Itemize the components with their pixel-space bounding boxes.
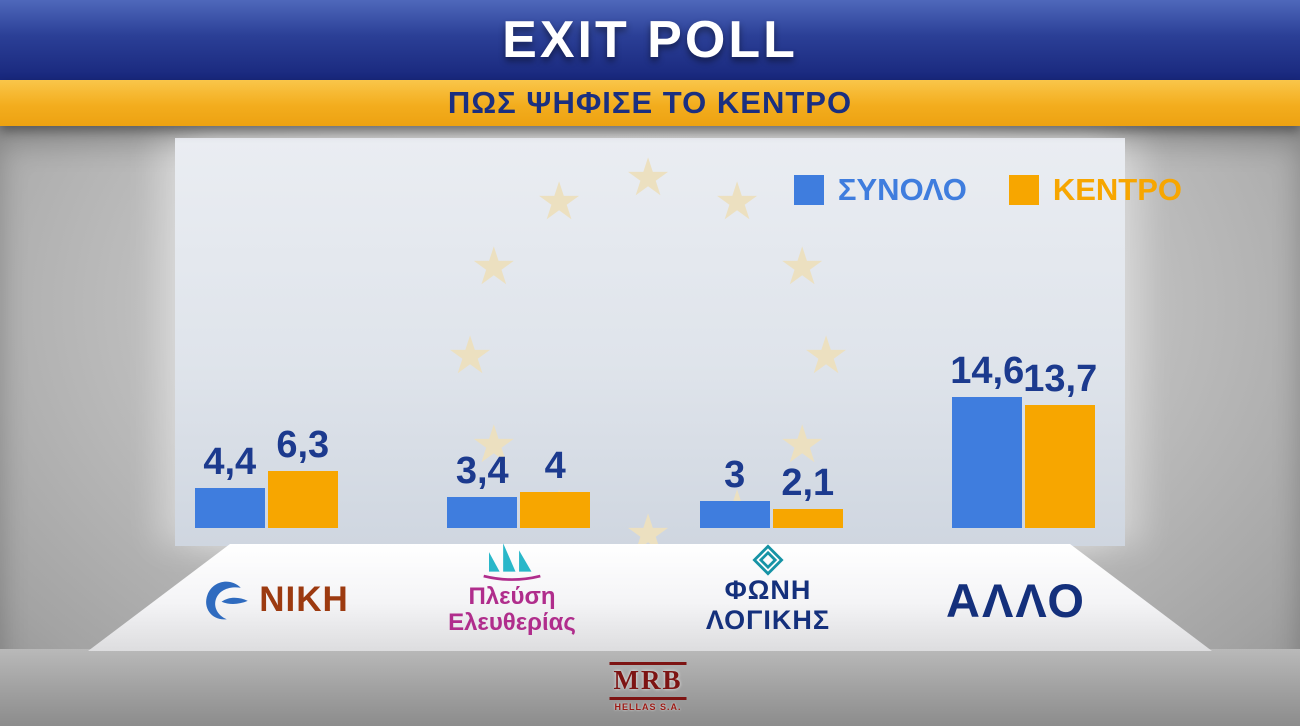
party-plefsi-eleftherias: Πλεύση Ελευθερίας <box>412 538 612 636</box>
bar-ΚΕΝΤΡΟ-ΦΩΝΗ ΛΟΓΙΚΗΣ <box>772 509 843 528</box>
bar-wrap: 6,3 <box>267 424 338 528</box>
bar-ΣΥΝΟΛΟ-ΑΛΛΟ <box>952 396 1023 528</box>
bar-value-label: 2,1 <box>781 462 835 505</box>
mrb-hellas-logo: MRB HELLAS S.A. <box>609 662 687 712</box>
studio-floor <box>0 649 1300 726</box>
party-label-phoni-line1: ΦΩΝΗ <box>724 575 812 605</box>
header-banner: EXIT POLL <box>0 0 1300 80</box>
bar-ΣΥΝΟΛΟ-ΦΩΝΗ ΛΟΓΙΚΗΣ <box>699 501 770 528</box>
eu-star-icon: ★ <box>535 172 583 231</box>
legend-item-kentro: ΚΕΝΤΡΟ <box>1008 172 1182 208</box>
party-label-plefsi-line2: Ελευθερίας <box>448 608 576 636</box>
mrb-logo-subtext: HELLAS S.A. <box>614 701 682 712</box>
party-phoni-logikis: ΦΩΝΗ ΛΟΓΙΚΗΣ <box>668 544 868 635</box>
eu-star-icon: ★ <box>446 327 494 385</box>
chart-legend: ΣΥΝΟΛΟ ΚΕΝΤΡΟ <box>793 172 1182 208</box>
bar-value-label: 6,3 <box>276 424 330 467</box>
party-label-niki: ΝΙΚΗ <box>259 580 349 619</box>
legend-item-synolo: ΣΥΝΟΛΟ <box>793 172 967 208</box>
platform-stage <box>88 544 1212 651</box>
party-label-allo: ΑΛΛΟ <box>946 573 1086 627</box>
bar-wrap: 2,1 <box>772 462 843 528</box>
niki-bird-logo-icon <box>206 581 248 620</box>
bar-wrap: 3 <box>699 454 770 528</box>
eu-star-icon: ★ <box>624 149 672 207</box>
bar-wrap: 3,4 <box>447 450 518 528</box>
bar-value-label: 4,4 <box>203 441 257 484</box>
legend-label-kentro: ΚΕΝΤΡΟ <box>1052 172 1182 207</box>
legend-label-synolo: ΣΥΝΟΛΟ <box>837 172 967 207</box>
mrb-logo-text: MRB <box>609 662 687 700</box>
page-subtitle: ΠΩΣ ΨΗΦΙΣΕ ΤΟ ΚΕΝΤΡΟ <box>447 85 853 120</box>
eu-star-icon: ★ <box>802 327 850 385</box>
bar-group-4: 14,6 13,7 <box>898 340 1151 528</box>
bar-group-2: 3,4 4 <box>393 340 646 528</box>
bar-wrap: 14,6 <box>950 349 1025 528</box>
bar-wrap: 4,4 <box>194 441 265 528</box>
bar-ΚΕΝΤΡΟ-ΑΛΛΟ <box>1025 404 1096 528</box>
subtitle-banner: ΠΩΣ ΨΗΦΙΣΕ ΤΟ ΚΕΝΤΡΟ <box>0 80 1300 126</box>
page-title: EXIT POLL <box>502 11 798 69</box>
bar-value-label: 4 <box>544 445 566 487</box>
bar-ΣΥΝΟΛΟ-Πλεύση Ελευθερίας <box>447 497 518 528</box>
eu-star-icon: ★ <box>470 416 518 474</box>
bar-ΚΕΝΤΡΟ-ΝΙΚΗ <box>267 471 338 528</box>
bar-wrap: 13,7 <box>1023 357 1098 528</box>
bar-ΣΥΝΟΛΟ-ΝΙΚΗ <box>194 488 265 528</box>
chart-area: ★★★★★★★★★★★★ ΣΥΝΟΛΟ ΚΕΝΤΡΟ 4,46,33,4432,… <box>0 126 1300 726</box>
party-niki: ΝΙΚΗ <box>168 564 378 636</box>
legend-swatch-orange-icon <box>1008 175 1039 205</box>
party-label-phoni-line2: ΛΟΓΙΚΗΣ <box>705 604 831 635</box>
party-allo: ΑΛΛΟ <box>916 572 1116 628</box>
bar-value-label: 14,6 <box>950 349 1025 392</box>
eu-star-icon: ★ <box>470 238 518 296</box>
bar-ΚΕΝΤΡΟ-Πλεύση Ελευθερίας <box>520 492 591 528</box>
bar-group-3: 3 2,1 <box>645 340 898 528</box>
party-label-plefsi-line1: Πλεύση <box>468 583 556 610</box>
bar-value-label: 13,7 <box>1023 357 1098 400</box>
eu-star-icon: ★ <box>778 416 826 474</box>
bar-value-label: 3 <box>724 454 746 496</box>
bar-wrap: 4 <box>520 445 591 528</box>
legend-swatch-blue-icon <box>793 175 824 205</box>
eu-star-icon: ★ <box>778 238 826 296</box>
bar-value-label: 3,4 <box>455 450 509 493</box>
sailboat-logo-icon <box>483 543 541 581</box>
diamond-spiral-logo-icon <box>752 544 784 576</box>
bar-group-1: 4,4 6,3 <box>140 340 393 528</box>
eu-star-icon: ★ <box>713 172 761 231</box>
bar-chart: 4,4 6,3 3,4 4 3 2,1 14,6 13,7 <box>140 340 1150 528</box>
